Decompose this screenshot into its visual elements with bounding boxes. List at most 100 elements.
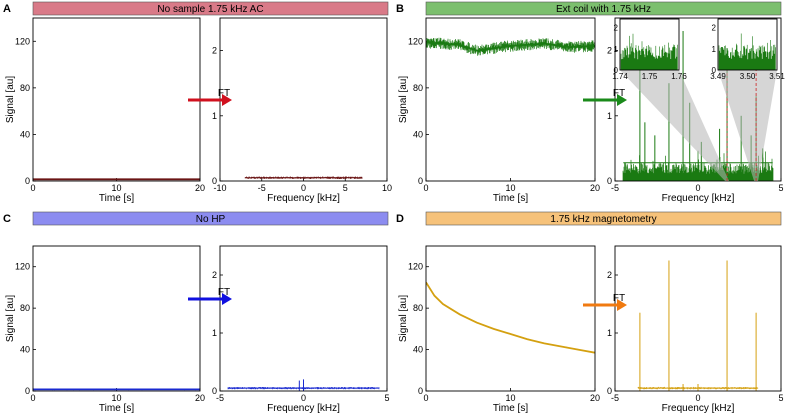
arrow-head: [617, 94, 627, 106]
x-axis-label: Time [s]: [99, 403, 134, 414]
series-trend: [426, 281, 595, 354]
inset-x-tick-label: 3.50: [740, 72, 756, 81]
panel-letter: C: [3, 213, 11, 225]
series-line: [426, 282, 595, 353]
y-tick-label: 2: [607, 270, 612, 280]
plot-frame: [219, 17, 388, 182]
plot-frame: [219, 245, 388, 392]
x-tick-label: -5: [611, 183, 619, 193]
data-layer: [426, 281, 595, 354]
inset-y-tick-label: 2: [614, 24, 619, 33]
y-tick-label: 40: [413, 129, 423, 139]
inset-x-tick-label: 1.75: [642, 72, 658, 81]
arrow-head: [222, 94, 232, 106]
arrow-label: FT: [218, 287, 230, 298]
x-tick-label: 0: [30, 393, 35, 403]
x-tick-label: -5: [611, 393, 619, 403]
x-tick-label: 0: [423, 393, 428, 403]
panel-title-bar: [425, 1, 782, 16]
x-tick-label: 20: [590, 183, 600, 193]
inset-y-tick-label: 0: [712, 66, 717, 75]
y-tick-label: 1: [212, 111, 217, 121]
x-tick-label: 5: [778, 183, 783, 193]
inset-x-tick-label: 1.74: [612, 72, 628, 81]
y-tick-label: 1: [212, 328, 217, 338]
time-plot-B: 0 10 20 0 40 80 120 Time [s] Signal [au]: [398, 17, 600, 204]
time-plot-D: 0 10 20 0 40 80 120 Time [s] Signal [au]: [398, 245, 600, 414]
x-tick-label: 10: [505, 183, 515, 193]
x-axis-label: Frequency [kHz]: [267, 193, 340, 204]
arrow-label: FT: [613, 293, 625, 304]
x-tick-label: 0: [695, 393, 700, 403]
arrow-head: [617, 299, 627, 311]
panel-title-bar: [32, 211, 389, 226]
x-tick-label: 0: [30, 183, 35, 193]
inset-plot: 3.49 3.50 3.51 0 1 2: [710, 18, 785, 181]
x-tick-label: 0: [423, 183, 428, 193]
zoom-wedge: [620, 70, 730, 181]
y-tick-label: 40: [413, 345, 423, 355]
y-tick-label: 80: [20, 83, 30, 93]
x-axis-label: Time [s]: [493, 193, 528, 204]
y-tick-label: 80: [20, 303, 30, 313]
inset-frame: [619, 18, 680, 71]
x-tick-label: 20: [590, 393, 600, 403]
x-axis-label: Time [s]: [99, 193, 134, 204]
y-tick-label: 40: [20, 345, 30, 355]
y-tick-label: 80: [413, 303, 423, 313]
y-tick-label: 0: [418, 386, 423, 396]
inset-y-tick-label: 2: [712, 24, 717, 33]
x-tick-label: 5: [778, 393, 783, 403]
panel-title: No HP: [196, 214, 226, 225]
panel-band-D: 1.75 kHz magnetometry D: [396, 211, 782, 226]
y-tick-label: 0: [25, 386, 30, 396]
x-tick-label: 5: [343, 183, 348, 193]
arrow-head: [222, 293, 232, 305]
panel-letter: A: [3, 3, 11, 15]
y-tick-label: 2: [607, 46, 612, 56]
y-tick-label: 120: [15, 262, 30, 272]
panel-title: Ext coil with 1.75 kHz: [556, 4, 651, 15]
y-tick-label: 120: [15, 36, 30, 46]
plot-frame: [614, 245, 782, 392]
panel-title-bar: [32, 1, 389, 16]
panel-band-B: Ext coil with 1.75 kHz B: [396, 1, 782, 16]
panel-title-bar: [425, 211, 782, 226]
x-tick-label: 0: [695, 183, 700, 193]
x-tick-label: -5: [216, 393, 224, 403]
panel-title: 1.75 kHz magnetometry: [550, 214, 656, 225]
y-axis-label: Signal [au]: [5, 295, 16, 342]
x-tick-label: 20: [195, 393, 205, 403]
y-tick-label: 120: [408, 36, 423, 46]
ft-arrow-A: FT: [188, 88, 232, 106]
inset-y-tick-label: 0: [614, 66, 619, 75]
spectrum-plot-A: -10 -5 0 5 10 0 1 2 Frequency [kHz]: [212, 17, 392, 204]
y-tick-label: 120: [408, 262, 423, 272]
data-layer: [33, 388, 200, 391]
y-tick-label: 0: [212, 386, 217, 396]
data-layer: [244, 176, 363, 179]
inset-frame: [717, 18, 778, 71]
x-tick-label: 20: [195, 183, 205, 193]
x-axis-label: Time [s]: [493, 403, 528, 414]
y-tick-label: 80: [413, 83, 423, 93]
y-tick-label: 0: [25, 176, 30, 186]
y-axis-label: Signal [au]: [398, 76, 409, 123]
data-layer: [227, 379, 380, 391]
series-trend: [426, 41, 595, 52]
y-tick-label: 0: [607, 386, 612, 396]
plot-frame: [32, 17, 201, 182]
inset-y-tick-label: 1: [712, 45, 717, 54]
y-tick-label: 40: [20, 129, 30, 139]
y-tick-label: 0: [418, 176, 423, 186]
x-axis-label: Frequency [kHz]: [662, 403, 735, 414]
y-tick-label: 0: [607, 176, 612, 186]
panel-letter: D: [396, 213, 404, 225]
ft-arrow-B: FT: [583, 88, 627, 106]
inset-y-tick-label: 1: [614, 45, 619, 54]
y-axis-label: Signal [au]: [5, 76, 16, 123]
time-plot-C: 0 10 20 0 40 80 120 Time [s] Signal [au]: [5, 245, 205, 414]
x-tick-label: -5: [258, 183, 266, 193]
arrow-label: FT: [613, 88, 625, 99]
